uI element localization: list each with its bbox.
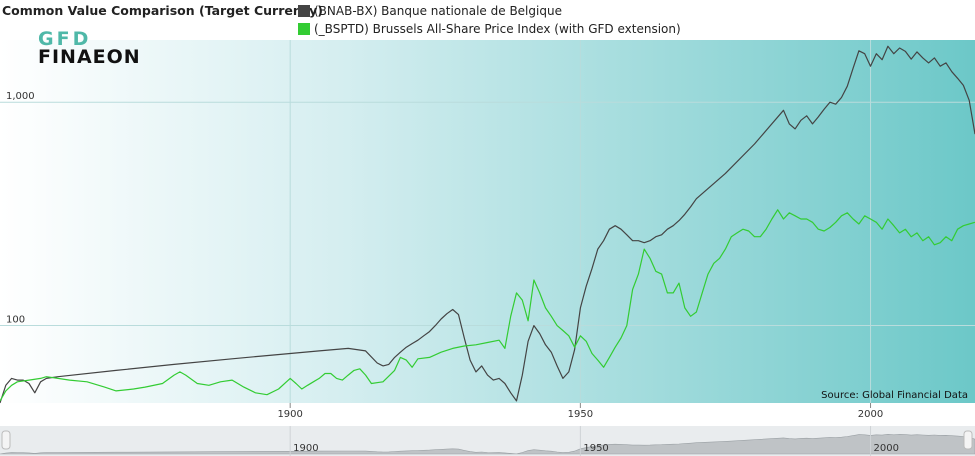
main-chart: 1900 1950 2000 100 1,000 Source: Global Fina… — [0, 40, 975, 420]
navigator-tick-label-2000: 2000 — [874, 443, 899, 454]
navigator-series-area — [0, 433, 975, 455]
y-tick-label-1000: 1,000 — [6, 91, 35, 102]
navigator-left-handle[interactable] — [1, 430, 11, 450]
legend-item-bnab[interactable]: (BNAB-BX) Banque nationale de Belgique — [298, 3, 562, 19]
plot-background — [0, 40, 975, 403]
legend-item-bsptd[interactable]: (_BSPTD) Brussels All-Share Price Index … — [298, 21, 681, 37]
legend-swatch-bsptd — [298, 23, 310, 35]
legend-label-bsptd: (_BSPTD) Brussels All-Share Price Index … — [314, 22, 681, 36]
range-navigator[interactable]: 1900 1950 2000 — [0, 426, 975, 456]
series-line-0 — [0, 45, 975, 404]
x-tick-label-1900: 1900 — [277, 409, 302, 420]
logo-text-top: GFD — [38, 28, 92, 50]
grid-layer — [0, 40, 975, 403]
x-tick-label-2000: 2000 — [858, 409, 883, 420]
legend-swatch-bnab — [298, 5, 310, 17]
series-layer — [0, 45, 975, 404]
source-label: Source: Global Financial Data — [821, 390, 968, 401]
tick-layer: 1900 1950 2000 100 1,000 — [6, 91, 883, 420]
logo-text-bottom: FINAEON — [38, 46, 141, 68]
chart-title: Common Value Comparison (Target Currency… — [2, 3, 324, 18]
y-tick-label-100: 100 — [6, 315, 25, 326]
navigator-tick-label-1950: 1950 — [583, 443, 608, 454]
series-line-1 — [0, 209, 975, 402]
legend-label-bnab: (BNAB-BX) Banque nationale de Belgique — [314, 4, 562, 18]
gfd-finaeon-logo: GFD FINAEON — [38, 28, 141, 68]
x-tick-label-1950: 1950 — [568, 409, 593, 420]
navigator-layer: 1900 1950 2000 — [0, 426, 975, 456]
navigator-right-handle[interactable] — [963, 430, 973, 450]
navigator-tick-label-1900: 1900 — [293, 443, 318, 454]
